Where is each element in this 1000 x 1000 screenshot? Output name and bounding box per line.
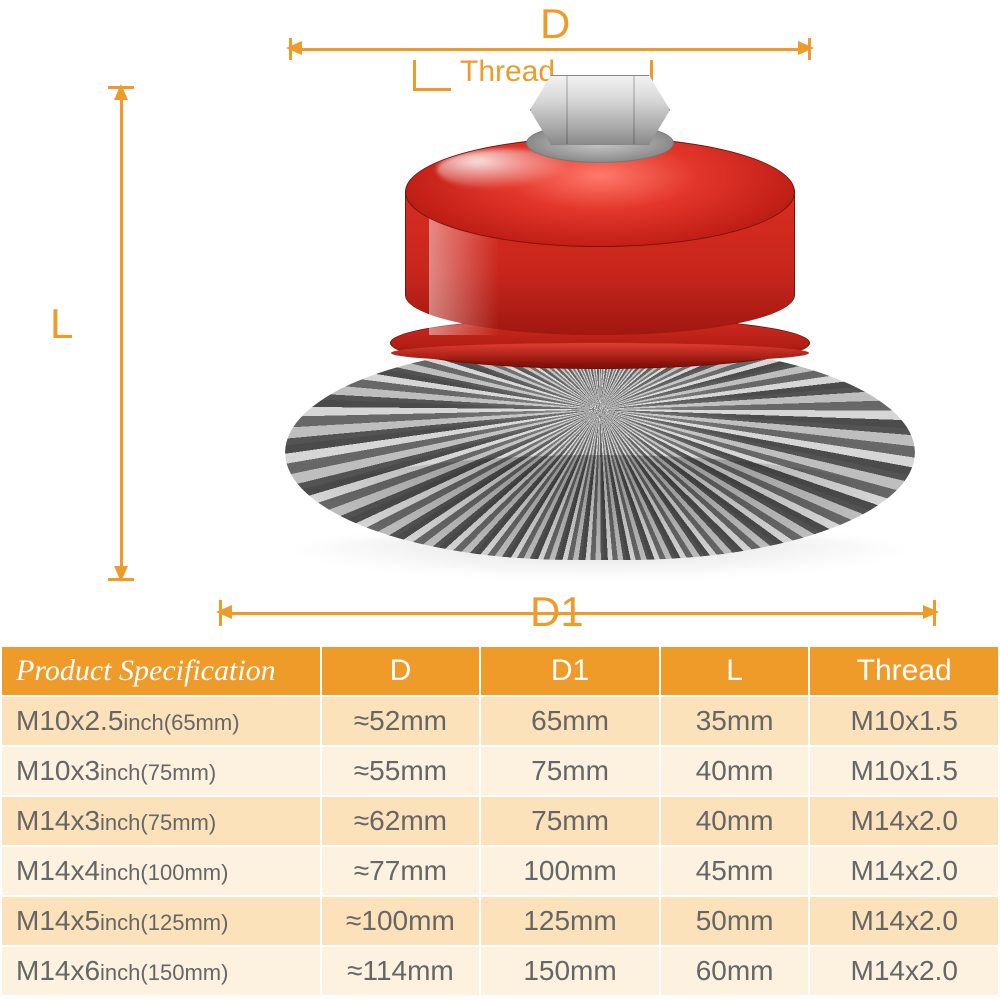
table-row: M10x2.5inch(65mm)≈52mm65mm35mmM10x1.5 — [1, 696, 999, 746]
spec-cell: M14x6inch(150mm) — [1, 946, 321, 996]
spec-sub: inch(75mm) — [100, 760, 216, 785]
dimension-tick — [108, 86, 134, 89]
spec-sub: inch(75mm) — [100, 810, 216, 835]
spec-cell: M14x4inch(100mm) — [1, 846, 321, 896]
cell-D: ≈77mm — [321, 846, 481, 896]
spec-sub: inch(125mm) — [100, 910, 228, 935]
table-row: M14x3inch(75mm)≈62mm75mm40mmM14x2.0 — [1, 796, 999, 846]
cell-D: ≈55mm — [321, 746, 481, 796]
cell-D1: 150mm — [480, 946, 660, 996]
cell-D: ≈52mm — [321, 696, 481, 746]
spec-sub: inch(150mm) — [100, 960, 228, 985]
cell-L: 50mm — [660, 896, 810, 946]
specification-table: Product Specification D D1 L Thread M10x… — [0, 645, 1000, 997]
spec-sub: inch(65mm) — [123, 710, 239, 735]
cell-D1: 65mm — [480, 696, 660, 746]
col-header-L: L — [660, 646, 810, 696]
col-header-D: D — [321, 646, 481, 696]
product-diagram: D Thread L D1 — [0, 0, 1000, 645]
arrow-icon — [798, 41, 814, 55]
col-header-D1: D1 — [480, 646, 660, 696]
cell-Thread: M14x2.0 — [809, 846, 999, 896]
spec-main: M14x6 — [16, 955, 100, 986]
cell-Thread: M14x2.0 — [809, 946, 999, 996]
dimension-tick — [108, 578, 134, 581]
cell-L: 60mm — [660, 946, 810, 996]
cell-Thread: M10x1.5 — [809, 696, 999, 746]
spec-main: M14x5 — [16, 905, 100, 936]
table-row: M14x5inch(125mm)≈100mm125mm50mmM14x2.0 — [1, 896, 999, 946]
spec-sub: inch(100mm) — [100, 860, 228, 885]
dimension-line-L — [120, 98, 123, 568]
spec-cell: M10x2.5inch(65mm) — [1, 696, 321, 746]
cell-Thread: M10x1.5 — [809, 746, 999, 796]
spec-cell: M14x5inch(125mm) — [1, 896, 321, 946]
spec-cell: M10x3inch(75mm) — [1, 746, 321, 796]
dimension-label-L: L — [50, 300, 73, 348]
cell-D: ≈62mm — [321, 796, 481, 846]
cell-D1: 125mm — [480, 896, 660, 946]
col-header-thread: Thread — [809, 646, 999, 696]
cell-D1: 75mm — [480, 796, 660, 846]
spec-main: M10x3 — [16, 755, 100, 786]
cell-Thread: M14x2.0 — [809, 796, 999, 846]
cell-L: 40mm — [660, 746, 810, 796]
cell-L: 40mm — [660, 796, 810, 846]
dimension-tick — [933, 600, 936, 626]
dimension-tick — [219, 600, 222, 626]
spec-main: M10x2.5 — [16, 705, 123, 736]
table-row: M14x6inch(150mm)≈114mm150mm60mmM14x2.0 — [1, 946, 999, 996]
dimension-tick — [808, 38, 811, 60]
dimension-line-D — [300, 48, 800, 51]
dimension-line-D1 — [230, 612, 925, 615]
col-header-spec: Product Specification — [1, 646, 321, 696]
dimension-label-D: D — [540, 0, 570, 48]
dimension-tick — [289, 38, 292, 60]
cell-L: 35mm — [660, 696, 810, 746]
spec-cell: M14x3inch(75mm) — [1, 796, 321, 846]
cell-D1: 75mm — [480, 746, 660, 796]
arrow-icon — [923, 605, 939, 619]
spec-main: M14x3 — [16, 805, 100, 836]
table-header-row: Product Specification D D1 L Thread — [1, 646, 999, 696]
cell-Thread: M14x2.0 — [809, 896, 999, 946]
cell-D: ≈114mm — [321, 946, 481, 996]
table-row: M14x4inch(100mm)≈77mm100mm45mmM14x2.0 — [1, 846, 999, 896]
spec-main: M14x4 — [16, 855, 100, 886]
cell-D: ≈100mm — [321, 896, 481, 946]
cell-L: 45mm — [660, 846, 810, 896]
cell-D1: 100mm — [480, 846, 660, 896]
product-illustration — [250, 75, 900, 595]
table-row: M10x3inch(75mm)≈55mm75mm40mmM10x1.5 — [1, 746, 999, 796]
